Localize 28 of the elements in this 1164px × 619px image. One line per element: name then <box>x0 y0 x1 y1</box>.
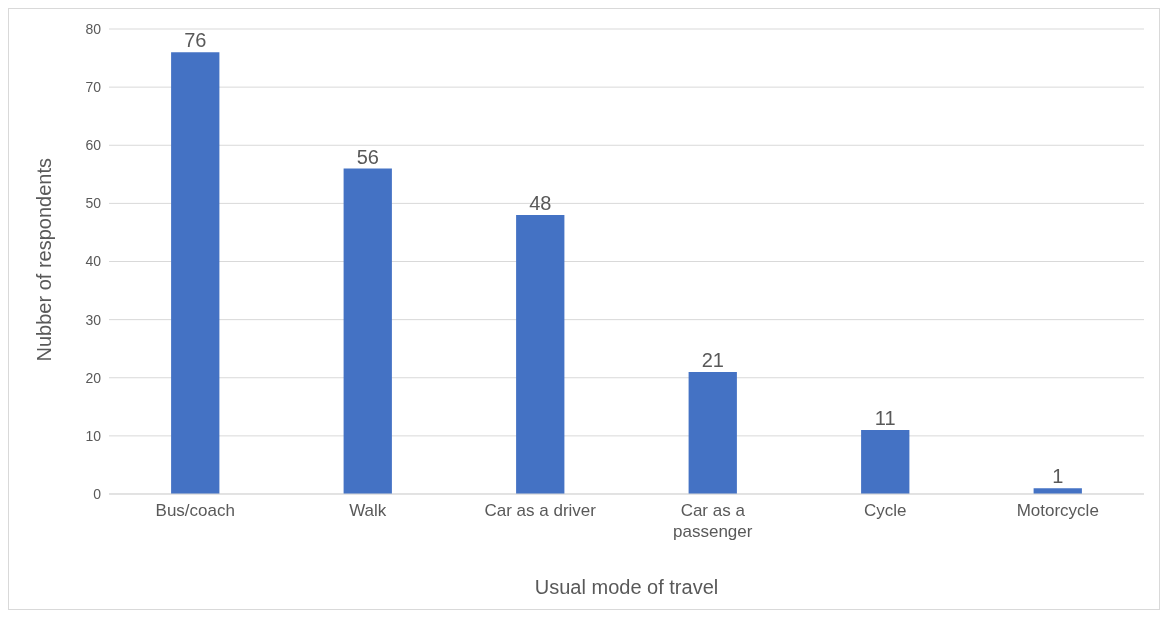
bar <box>516 215 565 494</box>
y-tick-label: 0 <box>93 485 102 502</box>
y-tick-label: 60 <box>85 137 102 154</box>
y-tick-label: 40 <box>85 253 102 270</box>
bar <box>861 430 910 494</box>
y-tick-label: 80 <box>85 20 102 37</box>
y-tick-label: 20 <box>85 369 102 386</box>
data-label: 56 <box>356 145 379 168</box>
data-label: 1 <box>1052 465 1064 488</box>
data-label: 11 <box>874 407 896 430</box>
x-tick-label: Walk <box>349 501 387 520</box>
x-axis-title: Usual mode of travel <box>534 576 719 598</box>
data-label: 76 <box>184 29 207 52</box>
x-tick-label: Car as a passenger <box>673 501 753 541</box>
data-label: 21 <box>701 348 724 371</box>
y-tick-label: 30 <box>85 311 102 328</box>
bar <box>688 371 737 494</box>
x-tick-label: Car as a driver <box>484 501 597 520</box>
y-axis-title: Nubber of respondents <box>33 158 56 362</box>
x-tick-label: Bus/coach <box>155 501 235 520</box>
y-tick-label: 70 <box>85 79 102 96</box>
y-tick-label: 50 <box>85 195 102 212</box>
x-tick-label: Motorcycle <box>1016 501 1099 520</box>
y-tick-label: 10 <box>85 427 102 444</box>
bar <box>171 52 220 494</box>
data-label: 48 <box>529 192 552 214</box>
bar <box>343 168 392 494</box>
x-tick-label: Cycle <box>863 501 907 520</box>
